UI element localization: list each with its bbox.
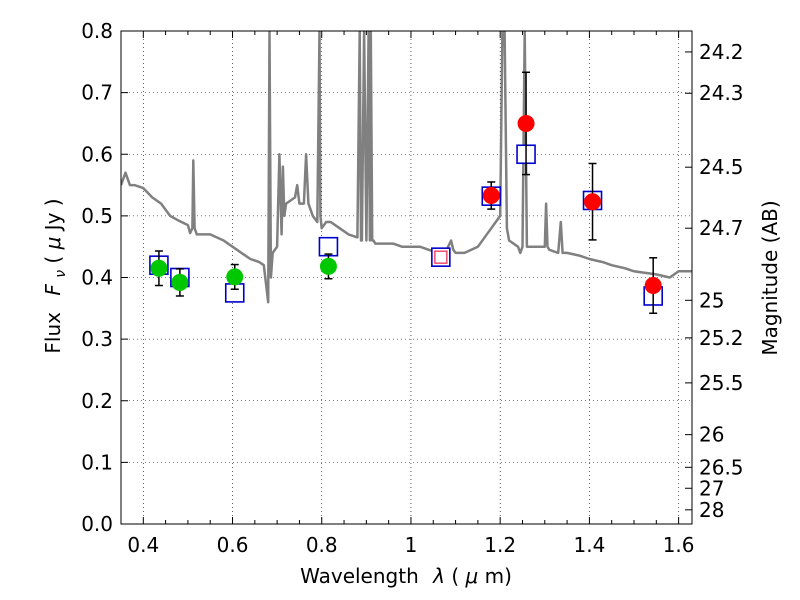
- y-axis-title: Flux F ν ( μ Jy ): [41, 198, 70, 353]
- red-data-point: [517, 114, 535, 132]
- green-data-point: [171, 273, 189, 291]
- x-tick-label: 0.4: [127, 533, 159, 557]
- y-axis-unit-rest: Jy ): [41, 198, 65, 232]
- x-axis-symbol: λ: [432, 564, 445, 588]
- y-tick-label: 0.1: [81, 450, 113, 474]
- y2-tick-label: 24.2: [699, 40, 744, 64]
- x-tick-label: 1: [405, 533, 418, 557]
- y-tick-label: 0.4: [81, 266, 113, 290]
- x-tick-label: 0.8: [306, 533, 338, 557]
- x-tick-label: 1.2: [484, 533, 516, 557]
- y-tick-label: 0.2: [81, 389, 113, 413]
- x-axis-unit-open: (: [451, 564, 459, 588]
- y-axis-symbol: F: [41, 284, 65, 296]
- x-axis-label: Wavelength: [300, 564, 419, 588]
- y-tick-label: 0.8: [81, 19, 113, 43]
- y-tick-label: 0.7: [81, 81, 113, 105]
- y2-tick-label: 24.3: [699, 81, 744, 105]
- green-data-point: [150, 259, 168, 277]
- y2-tick-label: 25: [699, 288, 724, 312]
- y-axis-unit-mu: μ: [41, 237, 65, 251]
- y-tick-label: 0.0: [81, 512, 113, 536]
- x-tick-label: 1.6: [663, 533, 695, 557]
- x-tick-label: 1.4: [573, 533, 605, 557]
- y2-tick-label: 26.5: [699, 455, 744, 479]
- y-tick-label: 0.5: [81, 204, 113, 228]
- model-photometry-inner-square: [434, 250, 448, 264]
- y-axis-label: Flux: [41, 312, 65, 354]
- y-axis-unit-open: (: [41, 249, 65, 263]
- green-data-point: [319, 257, 337, 275]
- y2-axis-title: Magnitude (AB): [758, 200, 782, 355]
- model-spectrum-line: [121, 31, 692, 304]
- red-data-point: [482, 187, 500, 205]
- y2-tick-label: 27: [699, 476, 724, 500]
- y-axis-subscript: ν: [53, 270, 69, 278]
- x-axis-unit-rest: m): [485, 564, 512, 588]
- y2-tick-label: 25.2: [699, 326, 744, 350]
- data-points-layer: [149, 71, 663, 314]
- red-data-point: [644, 277, 662, 295]
- y2-tick-label: 24.5: [699, 155, 744, 179]
- x-axis-title: Wavelength λ ( μ m): [300, 564, 512, 588]
- green-data-point: [226, 268, 244, 286]
- axis-ticks: 0.4 0.6 0.8 1 1.2 1.4 1.6 0.0 0.1 0.2 0.3 0.4 0.5 0.6…: [81, 19, 743, 557]
- x-tick-label: 0.6: [217, 533, 249, 557]
- y-tick-label: 0.3: [81, 327, 113, 351]
- y2-tick-label: 28: [699, 498, 724, 522]
- y2-tick-label: 25.5: [699, 371, 744, 395]
- y2-tick-label: 26: [699, 423, 724, 447]
- model-photometry-square: [318, 236, 339, 257]
- y2-tick-label: 24.7: [699, 216, 744, 240]
- y-tick-label: 0.6: [81, 142, 113, 166]
- x-axis-unit-mu: μ: [465, 564, 479, 588]
- model-spectrum-layer: [121, 31, 692, 304]
- red-data-point: [584, 193, 602, 211]
